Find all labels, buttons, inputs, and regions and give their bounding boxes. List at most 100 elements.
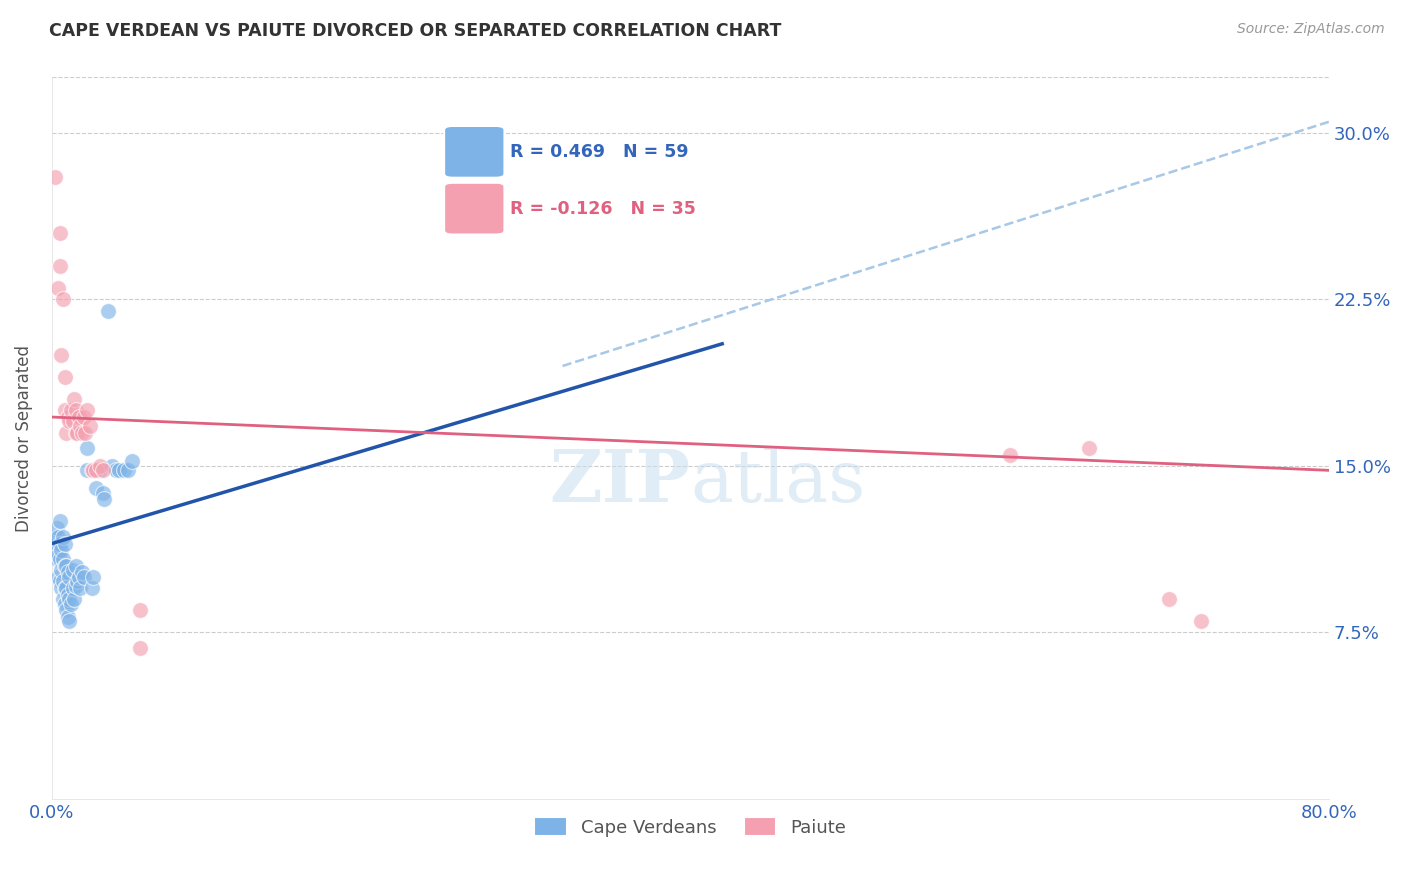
Point <box>45 536 67 550</box>
Point <box>65 579 87 593</box>
Point <box>59 597 82 611</box>
Point <box>86 481 108 495</box>
Point <box>63 592 86 607</box>
Point <box>1159 592 1181 607</box>
Point <box>67 570 90 584</box>
Point <box>56 588 79 602</box>
Point <box>66 425 89 440</box>
Point <box>53 558 76 573</box>
Text: ZIP: ZIP <box>550 446 690 517</box>
Point <box>48 226 70 240</box>
Legend: Cape Verdeans, Paiute: Cape Verdeans, Paiute <box>527 810 853 844</box>
Point <box>45 552 67 566</box>
Point <box>70 566 93 580</box>
Point <box>89 463 111 477</box>
Point <box>44 543 66 558</box>
Point <box>62 581 84 595</box>
Point <box>56 410 79 425</box>
Point <box>44 170 66 185</box>
Point <box>69 581 91 595</box>
Point <box>53 370 76 384</box>
Point <box>1078 441 1101 455</box>
Point <box>46 530 69 544</box>
Point <box>76 463 98 477</box>
Point <box>42 536 65 550</box>
Point <box>58 570 80 584</box>
Text: CAPE VERDEAN VS PAIUTE DIVORCED OR SEPARATED CORRELATION CHART: CAPE VERDEAN VS PAIUTE DIVORCED OR SEPAR… <box>49 22 782 40</box>
Point <box>107 463 129 477</box>
Point <box>82 463 104 477</box>
Point <box>101 458 124 473</box>
Text: atlas: atlas <box>690 446 866 516</box>
Point <box>53 597 76 611</box>
Point <box>91 485 114 500</box>
Point <box>53 536 76 550</box>
Point <box>66 574 89 589</box>
Point <box>55 603 77 617</box>
Y-axis label: Divorced or Separated: Divorced or Separated <box>15 344 32 532</box>
Point <box>86 463 108 477</box>
Point <box>51 348 73 362</box>
Point <box>52 530 75 544</box>
Point <box>52 592 75 607</box>
Point <box>75 425 97 440</box>
Point <box>80 463 103 477</box>
Point <box>104 463 127 477</box>
Point <box>58 415 80 429</box>
Point <box>51 563 73 577</box>
Point <box>52 574 75 589</box>
Point <box>89 458 111 473</box>
Point <box>62 415 84 429</box>
Point <box>56 610 79 624</box>
Point <box>998 448 1021 462</box>
Point <box>56 566 79 580</box>
Point <box>52 293 75 307</box>
Point <box>63 392 86 407</box>
Point <box>48 536 70 550</box>
Point <box>46 281 69 295</box>
Point <box>128 603 150 617</box>
Point <box>44 530 66 544</box>
Point <box>76 441 98 455</box>
Point <box>55 581 77 595</box>
Point <box>58 592 80 607</box>
Point <box>45 521 67 535</box>
Point <box>79 418 101 433</box>
Point <box>65 425 87 440</box>
Point <box>58 614 80 628</box>
Point <box>1189 614 1212 628</box>
Point <box>59 403 82 417</box>
Point <box>62 563 84 577</box>
Point <box>46 570 69 584</box>
Point <box>112 463 135 477</box>
Point <box>76 403 98 417</box>
Point <box>121 454 143 468</box>
Point <box>52 552 75 566</box>
Point <box>48 259 70 273</box>
Point <box>82 570 104 584</box>
Point <box>51 581 73 595</box>
Point <box>80 581 103 595</box>
Point <box>51 543 73 558</box>
Point <box>65 558 87 573</box>
Point <box>53 403 76 417</box>
Point <box>128 640 150 655</box>
Point <box>55 425 77 440</box>
Point <box>97 303 120 318</box>
Point <box>91 463 114 477</box>
Point <box>70 425 93 440</box>
Point <box>53 581 76 595</box>
Point <box>46 548 69 562</box>
Text: Source: ZipAtlas.com: Source: ZipAtlas.com <box>1237 22 1385 37</box>
Point <box>48 515 70 529</box>
Point <box>69 418 91 433</box>
Point <box>73 570 96 584</box>
Point <box>67 410 90 425</box>
Point <box>117 463 139 477</box>
Point <box>65 403 87 417</box>
Point <box>93 492 115 507</box>
Point <box>48 552 70 566</box>
Point <box>73 410 96 425</box>
Point <box>55 558 77 573</box>
Point <box>48 574 70 589</box>
